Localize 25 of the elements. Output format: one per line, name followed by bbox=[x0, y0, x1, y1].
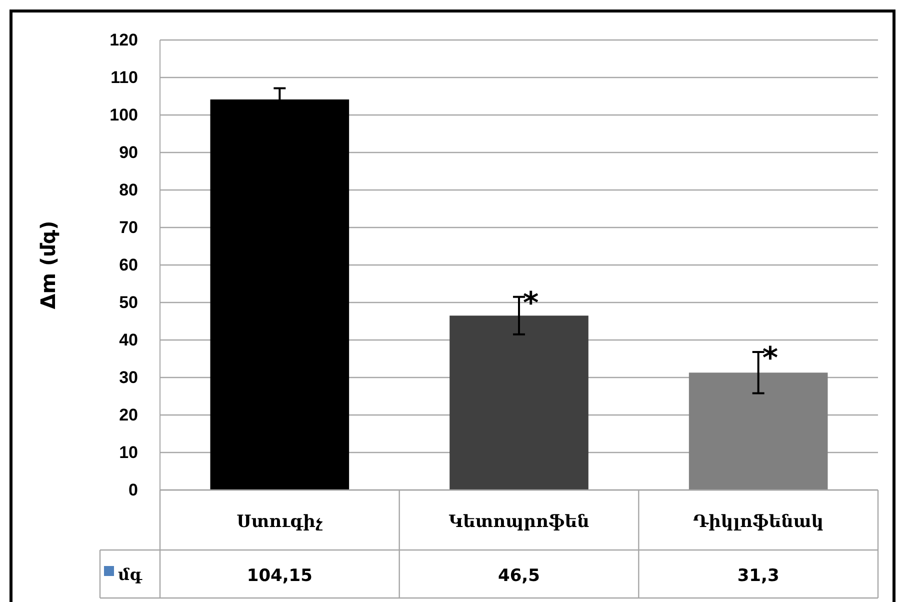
y-axis-title: Δm (մգ) bbox=[36, 220, 60, 310]
y-tick-label: 10 bbox=[119, 442, 138, 462]
y-tick-label: 100 bbox=[110, 105, 138, 124]
y-tick-label: 80 bbox=[119, 180, 138, 200]
y-tick-label: 40 bbox=[119, 330, 138, 350]
y-tick-label: 60 bbox=[119, 255, 138, 274]
x-tick-label: Դիկլոֆենակ bbox=[693, 512, 824, 532]
bar bbox=[688, 372, 828, 490]
y-tick-label: 50 bbox=[119, 292, 138, 312]
x-tick-label: Ստուգիչ bbox=[236, 512, 324, 532]
y-tick-label: 30 bbox=[119, 368, 138, 387]
y-tick-label: 20 bbox=[119, 405, 138, 424]
annotation: * bbox=[762, 341, 778, 376]
y-tick-label: 70 bbox=[119, 218, 138, 237]
y-tick-label: 90 bbox=[119, 142, 138, 162]
bar bbox=[450, 316, 588, 490]
y-tick-label: 0 bbox=[128, 480, 138, 500]
data-label: 31,3 bbox=[737, 566, 780, 586]
data-label: 46,5 bbox=[498, 566, 540, 586]
annotation: * bbox=[523, 286, 539, 321]
y-tick-label: 120 bbox=[110, 30, 138, 50]
x-tick-label: Կետոպրոֆեն bbox=[448, 512, 590, 532]
y-tick-label: 110 bbox=[110, 68, 138, 87]
text: մգ bbox=[118, 565, 143, 584]
data-label: 104,15 bbox=[246, 566, 312, 586]
